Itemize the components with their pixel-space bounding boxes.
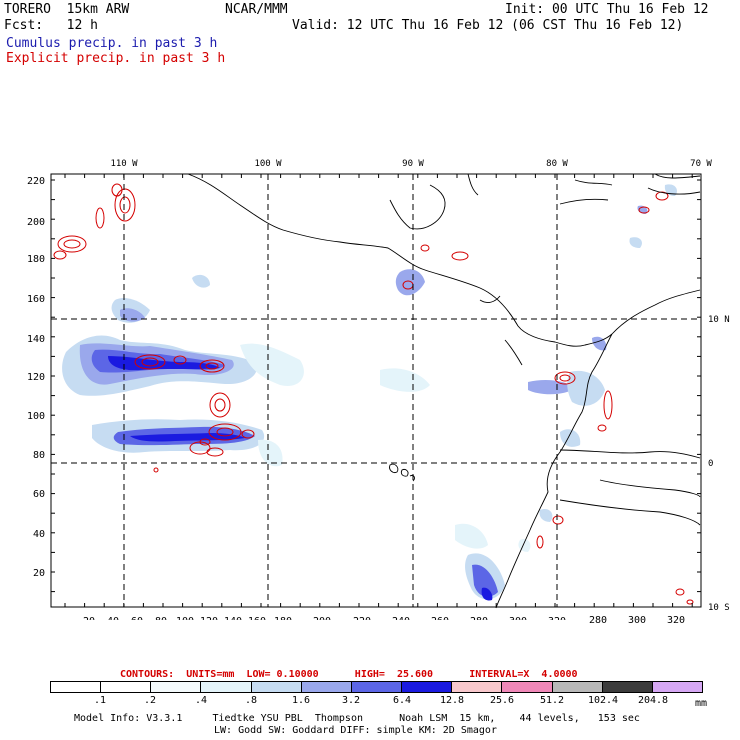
scale-swatch [51,682,102,692]
y-tick-label: 60 [33,489,45,500]
x-tick-label: 300 [509,616,527,620]
x-tick-label: 220 [353,616,371,620]
field-label-explicit: Explicit precip. in past 3 h [6,51,226,66]
y-tick-label: 100 [27,411,45,422]
axis-ticks [51,174,701,607]
x-tick-label: 100 [176,616,194,620]
x-tick-label-280: 280 [589,615,608,626]
scale-swatch [201,682,252,692]
organization: NCAR/MMM [225,2,288,17]
lon-label-80w: 80 W [546,159,568,169]
scale-swatch [402,682,453,692]
y-tick-label: 80 [33,450,45,461]
scale-swatch [602,682,653,692]
scale-label: .4 [194,695,208,706]
coastlines [187,173,701,609]
model-info: Model Info: V3.3.1 Tiedtke YSU PBL Thomp… [74,713,640,724]
scale-label: 6.4 [392,695,412,706]
scale-label: .2 [143,695,157,706]
x-tick-label: 200 [313,616,331,620]
scale-label: 204.8 [637,695,669,706]
x-tick-label: 80 [155,616,167,620]
y-tick-label: 220 [27,176,45,187]
x-tick-label-320: 320 [667,615,686,626]
scale-swatch [301,682,352,692]
y-tick-label: 200 [27,217,45,228]
scale-swatch [502,682,553,692]
physics-info: LW: Godd SW: Goddard DIFF: simple KM: 2D… [214,725,497,736]
y-tick-label: 40 [33,529,45,540]
x-tick-label: 140 [224,616,242,620]
x-tick-label: 320 [548,616,566,620]
color-scale [50,681,703,693]
explicit-precip-contours [53,183,694,605]
lat-label-10s: 10 S [708,603,730,613]
x-tick-label: 180 [274,616,292,620]
map-frame [50,173,702,608]
scale-units: mm [695,698,708,709]
contours-info: CONTOURS: UNITS=mm LOW= 0.10000 HIGH= 25… [120,669,578,680]
forecast-hour: Fcst: 12 h [4,18,98,33]
model-name: TORERO 15km ARW [4,2,130,17]
scale-swatch [151,682,202,692]
precip-map: 110 W 100 W 90 W 80 W 70 W 10 N 0 10 S 2… [27,159,730,620]
scale-swatch [251,682,302,692]
x-tick-label: 240 [392,616,410,620]
scale-label: 3.2 [341,695,361,706]
scale-swatch [452,682,503,692]
lon-label-70w: 70 W [690,159,712,169]
scale-swatch [101,682,152,692]
lon-label-100w: 100 W [254,159,282,169]
x-tick-label: 20 [83,616,95,620]
scale-label: 1.6 [291,695,311,706]
lat-label-0: 0 [708,459,713,469]
lon-label-110w: 110 W [110,159,138,169]
cumulus-precip-fill [62,184,677,601]
lon-label-90w: 90 W [402,159,424,169]
y-tick-label: 160 [27,294,45,305]
scale-label: 12.8 [439,695,465,706]
x-tick-label: 260 [431,616,449,620]
scale-swatch [351,682,403,692]
scale-swatch [652,682,703,692]
field-label-cumulus: Cumulus precip. in past 3 h [6,36,218,51]
scale-swatch [552,682,603,692]
x-tick-label: 120 [200,616,218,620]
y-tick-label: 20 [33,568,45,579]
scale-label: 102.4 [587,695,619,706]
x-tick-label: 40 [107,616,119,620]
x-tick-label-300: 300 [628,615,647,626]
graticule [51,174,701,607]
init-time: Init: 00 UTC Thu 16 Feb 12 [505,2,709,17]
scale-label: .8 [244,695,258,706]
y-tick-label: 180 [27,254,45,265]
scale-label: .1 [93,695,107,706]
scale-label: 25.6 [489,695,515,706]
x-tick-label: 280 [470,616,488,620]
y-tick-label: 120 [27,372,45,383]
lat-label-10n: 10 N [708,315,730,325]
y-tick-label: 140 [27,334,45,345]
scale-label: 51.2 [539,695,565,706]
x-tick-label: 160 [248,616,266,620]
x-tick-label: 60 [131,616,143,620]
valid-time: Valid: 12 UTC Thu 16 Feb 12 (06 CST Thu … [292,18,684,33]
